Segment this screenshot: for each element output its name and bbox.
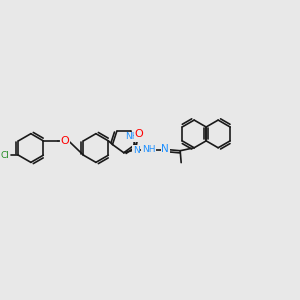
Text: O: O: [134, 129, 143, 139]
Text: NH: NH: [142, 145, 155, 154]
Text: N: N: [161, 144, 169, 154]
Text: N: N: [133, 146, 140, 154]
Text: NH: NH: [125, 132, 139, 141]
Text: Cl: Cl: [1, 151, 10, 160]
Text: O: O: [61, 136, 70, 146]
